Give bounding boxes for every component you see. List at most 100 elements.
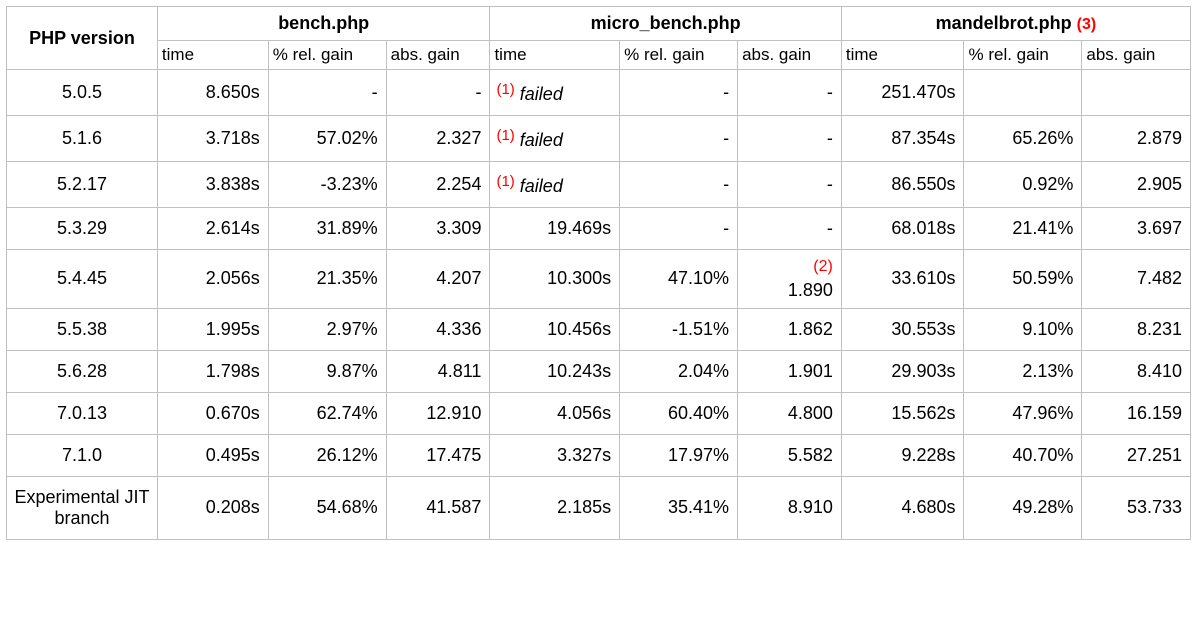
cell-bench-time: 3.718s <box>157 116 268 162</box>
cell-micro-rel: -1.51% <box>620 308 738 350</box>
cell-mandel-rel: 49.28% <box>964 476 1082 539</box>
cell-bench-rel: - <box>268 70 386 116</box>
cell-bench-time: 2.614s <box>157 208 268 250</box>
cell-micro-time: 19.469s <box>490 208 620 250</box>
footnote-1-marker: (1) <box>496 173 514 190</box>
header-row-subcols: time % rel. gain abs. gain time % rel. g… <box>7 41 1191 70</box>
cell-micro-abs: - <box>738 208 842 250</box>
cell-version: 5.6.28 <box>7 350 158 392</box>
subcol-mandel-time: time <box>841 41 964 70</box>
cell-micro-time: 10.300s <box>490 250 620 309</box>
cell-micro-failed: (1) failed <box>490 162 620 208</box>
cell-micro-failed: (1) failed <box>490 70 620 116</box>
subcol-bench-abs: abs. gain <box>386 41 490 70</box>
cell-bench-abs: 2.254 <box>386 162 490 208</box>
cell-mandel-rel: 40.70% <box>964 434 1082 476</box>
cell-mandel-time: 251.470s <box>841 70 964 116</box>
subcol-micro-abs: abs. gain <box>738 41 842 70</box>
col-group-mandel-label: mandelbrot.php <box>936 13 1072 33</box>
cell-micro-abs: (2)1.890 <box>738 250 842 309</box>
cell-mandel-time: 33.610s <box>841 250 964 309</box>
table-row: Experimental JIT branch0.208s54.68%41.58… <box>7 476 1191 539</box>
cell-version: 5.1.6 <box>7 116 158 162</box>
cell-micro-abs: - <box>738 162 842 208</box>
cell-mandel-abs: 7.482 <box>1082 250 1191 309</box>
cell-mandel-rel: 9.10% <box>964 308 1082 350</box>
cell-bench-rel: 62.74% <box>268 392 386 434</box>
cell-version: 5.5.38 <box>7 308 158 350</box>
col-group-mandel: mandelbrot.php (3) <box>841 7 1190 41</box>
subcol-bench-rel: % rel. gain <box>268 41 386 70</box>
cell-mandel-time: 87.354s <box>841 116 964 162</box>
cell-mandel-abs: 8.231 <box>1082 308 1191 350</box>
cell-mandel-abs: 2.879 <box>1082 116 1191 162</box>
subcol-mandel-rel: % rel. gain <box>964 41 1082 70</box>
cell-mandel-abs: 16.159 <box>1082 392 1191 434</box>
cell-mandel-rel <box>964 70 1082 116</box>
cell-mandel-time: 9.228s <box>841 434 964 476</box>
col-group-micro: micro_bench.php <box>490 7 841 41</box>
cell-bench-rel: 57.02% <box>268 116 386 162</box>
cell-micro-rel: 47.10% <box>620 250 738 309</box>
cell-version: Experimental JIT branch <box>7 476 158 539</box>
cell-mandel-rel: 65.26% <box>964 116 1082 162</box>
footnote-1-marker: (1) <box>496 81 514 98</box>
cell-bench-abs: 4.207 <box>386 250 490 309</box>
cell-mandel-rel: 47.96% <box>964 392 1082 434</box>
cell-mandel-rel: 50.59% <box>964 250 1082 309</box>
cell-bench-abs: 4.811 <box>386 350 490 392</box>
failed-text: failed <box>515 84 563 104</box>
col-group-bench-label: bench.php <box>278 13 369 33</box>
cell-micro-abs: 8.910 <box>738 476 842 539</box>
cell-bench-rel: 26.12% <box>268 434 386 476</box>
table-body: 5.0.58.650s--(1) failed--251.470s5.1.63.… <box>7 70 1191 540</box>
cell-bench-time: 3.838s <box>157 162 268 208</box>
cell-bench-time: 0.208s <box>157 476 268 539</box>
table-row: 5.0.58.650s--(1) failed--251.470s <box>7 70 1191 116</box>
cell-bench-time: 0.495s <box>157 434 268 476</box>
cell-bench-rel: 9.87% <box>268 350 386 392</box>
table-row: 7.1.00.495s26.12%17.4753.327s17.97%5.582… <box>7 434 1191 476</box>
table-row: 5.4.452.056s21.35%4.20710.300s47.10%(2)1… <box>7 250 1191 309</box>
cell-mandel-abs: 3.697 <box>1082 208 1191 250</box>
col-group-bench: bench.php <box>157 7 490 41</box>
cell-bench-abs: - <box>386 70 490 116</box>
cell-micro-rel: - <box>620 116 738 162</box>
cell-bench-rel: 2.97% <box>268 308 386 350</box>
cell-mandel-time: 86.550s <box>841 162 964 208</box>
cell-bench-rel: 54.68% <box>268 476 386 539</box>
cell-mandel-time: 15.562s <box>841 392 964 434</box>
cell-micro-abs: 1.901 <box>738 350 842 392</box>
table-row: 5.1.63.718s57.02%2.327(1) failed--87.354… <box>7 116 1191 162</box>
col-php-version: PHP version <box>7 7 158 70</box>
table-row: 7.0.130.670s62.74%12.9104.056s60.40%4.80… <box>7 392 1191 434</box>
cell-micro-abs: 4.800 <box>738 392 842 434</box>
cell-bench-abs: 2.327 <box>386 116 490 162</box>
cell-bench-time: 1.995s <box>157 308 268 350</box>
cell-micro-rel: - <box>620 208 738 250</box>
cell-micro-abs-value: 1.890 <box>742 278 833 302</box>
subcol-micro-rel: % rel. gain <box>620 41 738 70</box>
cell-micro-time: 4.056s <box>490 392 620 434</box>
col-group-micro-label: micro_bench.php <box>591 13 741 33</box>
cell-micro-time: 10.243s <box>490 350 620 392</box>
footnote-1-marker: (1) <box>496 127 514 144</box>
cell-version: 5.3.29 <box>7 208 158 250</box>
benchmark-table: PHP version bench.php micro_bench.php ma… <box>6 6 1191 540</box>
cell-version: 7.0.13 <box>7 392 158 434</box>
subcol-micro-time: time <box>490 41 620 70</box>
cell-micro-abs: - <box>738 70 842 116</box>
cell-bench-abs: 4.336 <box>386 308 490 350</box>
failed-text: failed <box>515 176 563 196</box>
cell-mandel-rel: 2.13% <box>964 350 1082 392</box>
table-row: 5.5.381.995s2.97%4.33610.456s-1.51%1.862… <box>7 308 1191 350</box>
cell-version: 5.4.45 <box>7 250 158 309</box>
cell-mandel-abs: 2.905 <box>1082 162 1191 208</box>
cell-mandel-abs: 8.410 <box>1082 350 1191 392</box>
subcol-bench-time: time <box>157 41 268 70</box>
cell-micro-time: 3.327s <box>490 434 620 476</box>
cell-micro-rel: 2.04% <box>620 350 738 392</box>
cell-mandel-abs: 27.251 <box>1082 434 1191 476</box>
table-row: 5.2.173.838s-3.23%2.254(1) failed--86.55… <box>7 162 1191 208</box>
failed-text: failed <box>515 130 563 150</box>
